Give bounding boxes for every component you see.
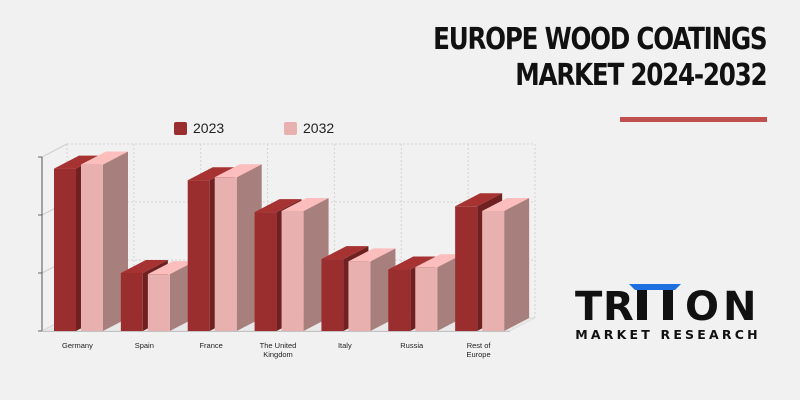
title-line-1: EUROPE WOOD COATINGS: [432, 22, 767, 57]
logo-letter-n: N: [723, 284, 756, 326]
x-tick-label-line: Rest of: [467, 341, 492, 350]
bar-front: [187, 180, 210, 331]
bar-top: [321, 246, 369, 260]
bar-top: [147, 261, 195, 275]
bar-front: [147, 274, 170, 331]
bar-front: [281, 210, 304, 331]
chart-title: EUROPE WOOD COATINGS MARKET 2024-2032: [432, 22, 767, 94]
logo-letter-t-stem: [663, 290, 673, 320]
bar-front: [254, 212, 277, 331]
bar-front: [120, 273, 143, 331]
bar-front: [388, 269, 411, 331]
bar-top: [120, 260, 168, 273]
bar-front: [482, 210, 505, 331]
bar-top: [415, 254, 463, 268]
bar-top: [388, 256, 436, 270]
x-tick-labels: Germany Spain France The United Kingdom Italy…: [62, 341, 491, 359]
bar-top: [281, 197, 329, 211]
legend-item-2032: 2032: [284, 120, 334, 136]
x-tick-label: Italy: [338, 341, 352, 350]
logo-letter-i-stem: [637, 290, 647, 320]
bar-front: [81, 164, 103, 331]
bar-top: [254, 199, 302, 213]
logo-accent-right: [655, 284, 681, 290]
bar-front: [321, 259, 344, 331]
x-tick-label: Russia: [400, 341, 424, 350]
x-tick-label-line: Spain: [135, 341, 154, 350]
bar-2032-italy: [348, 248, 396, 331]
bar-front: [348, 261, 371, 331]
legend-label-2032: 2032: [303, 120, 335, 136]
title-underline: [620, 117, 767, 122]
bars: [54, 151, 530, 331]
legend-swatch-2032: [284, 121, 297, 135]
logo-letter-t: T: [575, 284, 603, 326]
legend-item-2023: 2023: [174, 120, 224, 136]
x-tick-label: France: [199, 341, 222, 350]
bar-front: [415, 267, 438, 331]
brand-tagline: MARKET RESEARCH: [575, 327, 761, 342]
x-tick-label-line: Europe: [466, 350, 490, 359]
legend-label-2023: 2023: [193, 120, 225, 136]
bar-side: [504, 197, 530, 331]
x-tick-label: The United Kingdom: [260, 341, 297, 359]
x-tick-label: Germany: [62, 341, 93, 350]
legend-swatch-2023: [174, 121, 187, 135]
depth-gridline: [41, 143, 68, 158]
x-tick-label-line: Italy: [338, 341, 352, 350]
bar-front: [214, 177, 237, 331]
x-tick-label-line: France: [199, 341, 222, 350]
logo-mark-it: [629, 284, 681, 320]
logo-accent-left: [629, 284, 655, 290]
x-tick-label: Spain: [135, 341, 154, 350]
bar-top: [54, 155, 101, 169]
bar-front: [455, 206, 478, 331]
bar-top: [187, 167, 235, 181]
bar-front: [54, 168, 76, 331]
bar-top: [455, 193, 503, 207]
logo-letter-o: O: [685, 284, 719, 326]
bar-top: [348, 248, 396, 262]
x-tick-label: Rest of Europe: [466, 341, 491, 359]
x-tick-label-line: Germany: [62, 341, 93, 350]
bar-2032-rest-of-europe: [482, 197, 530, 331]
bar-top: [81, 151, 128, 165]
logo-letter-r: R: [603, 284, 634, 326]
x-tick-label-line: The United: [260, 341, 297, 350]
x-tick-label-line: Kingdom: [263, 350, 293, 359]
bar-top: [214, 164, 262, 178]
x-tick-label-line: Russia: [400, 341, 424, 350]
title-line-2: MARKET 2024-2032: [514, 58, 767, 93]
bar-top: [482, 197, 530, 211]
bar-2032-germany: [81, 151, 128, 331]
